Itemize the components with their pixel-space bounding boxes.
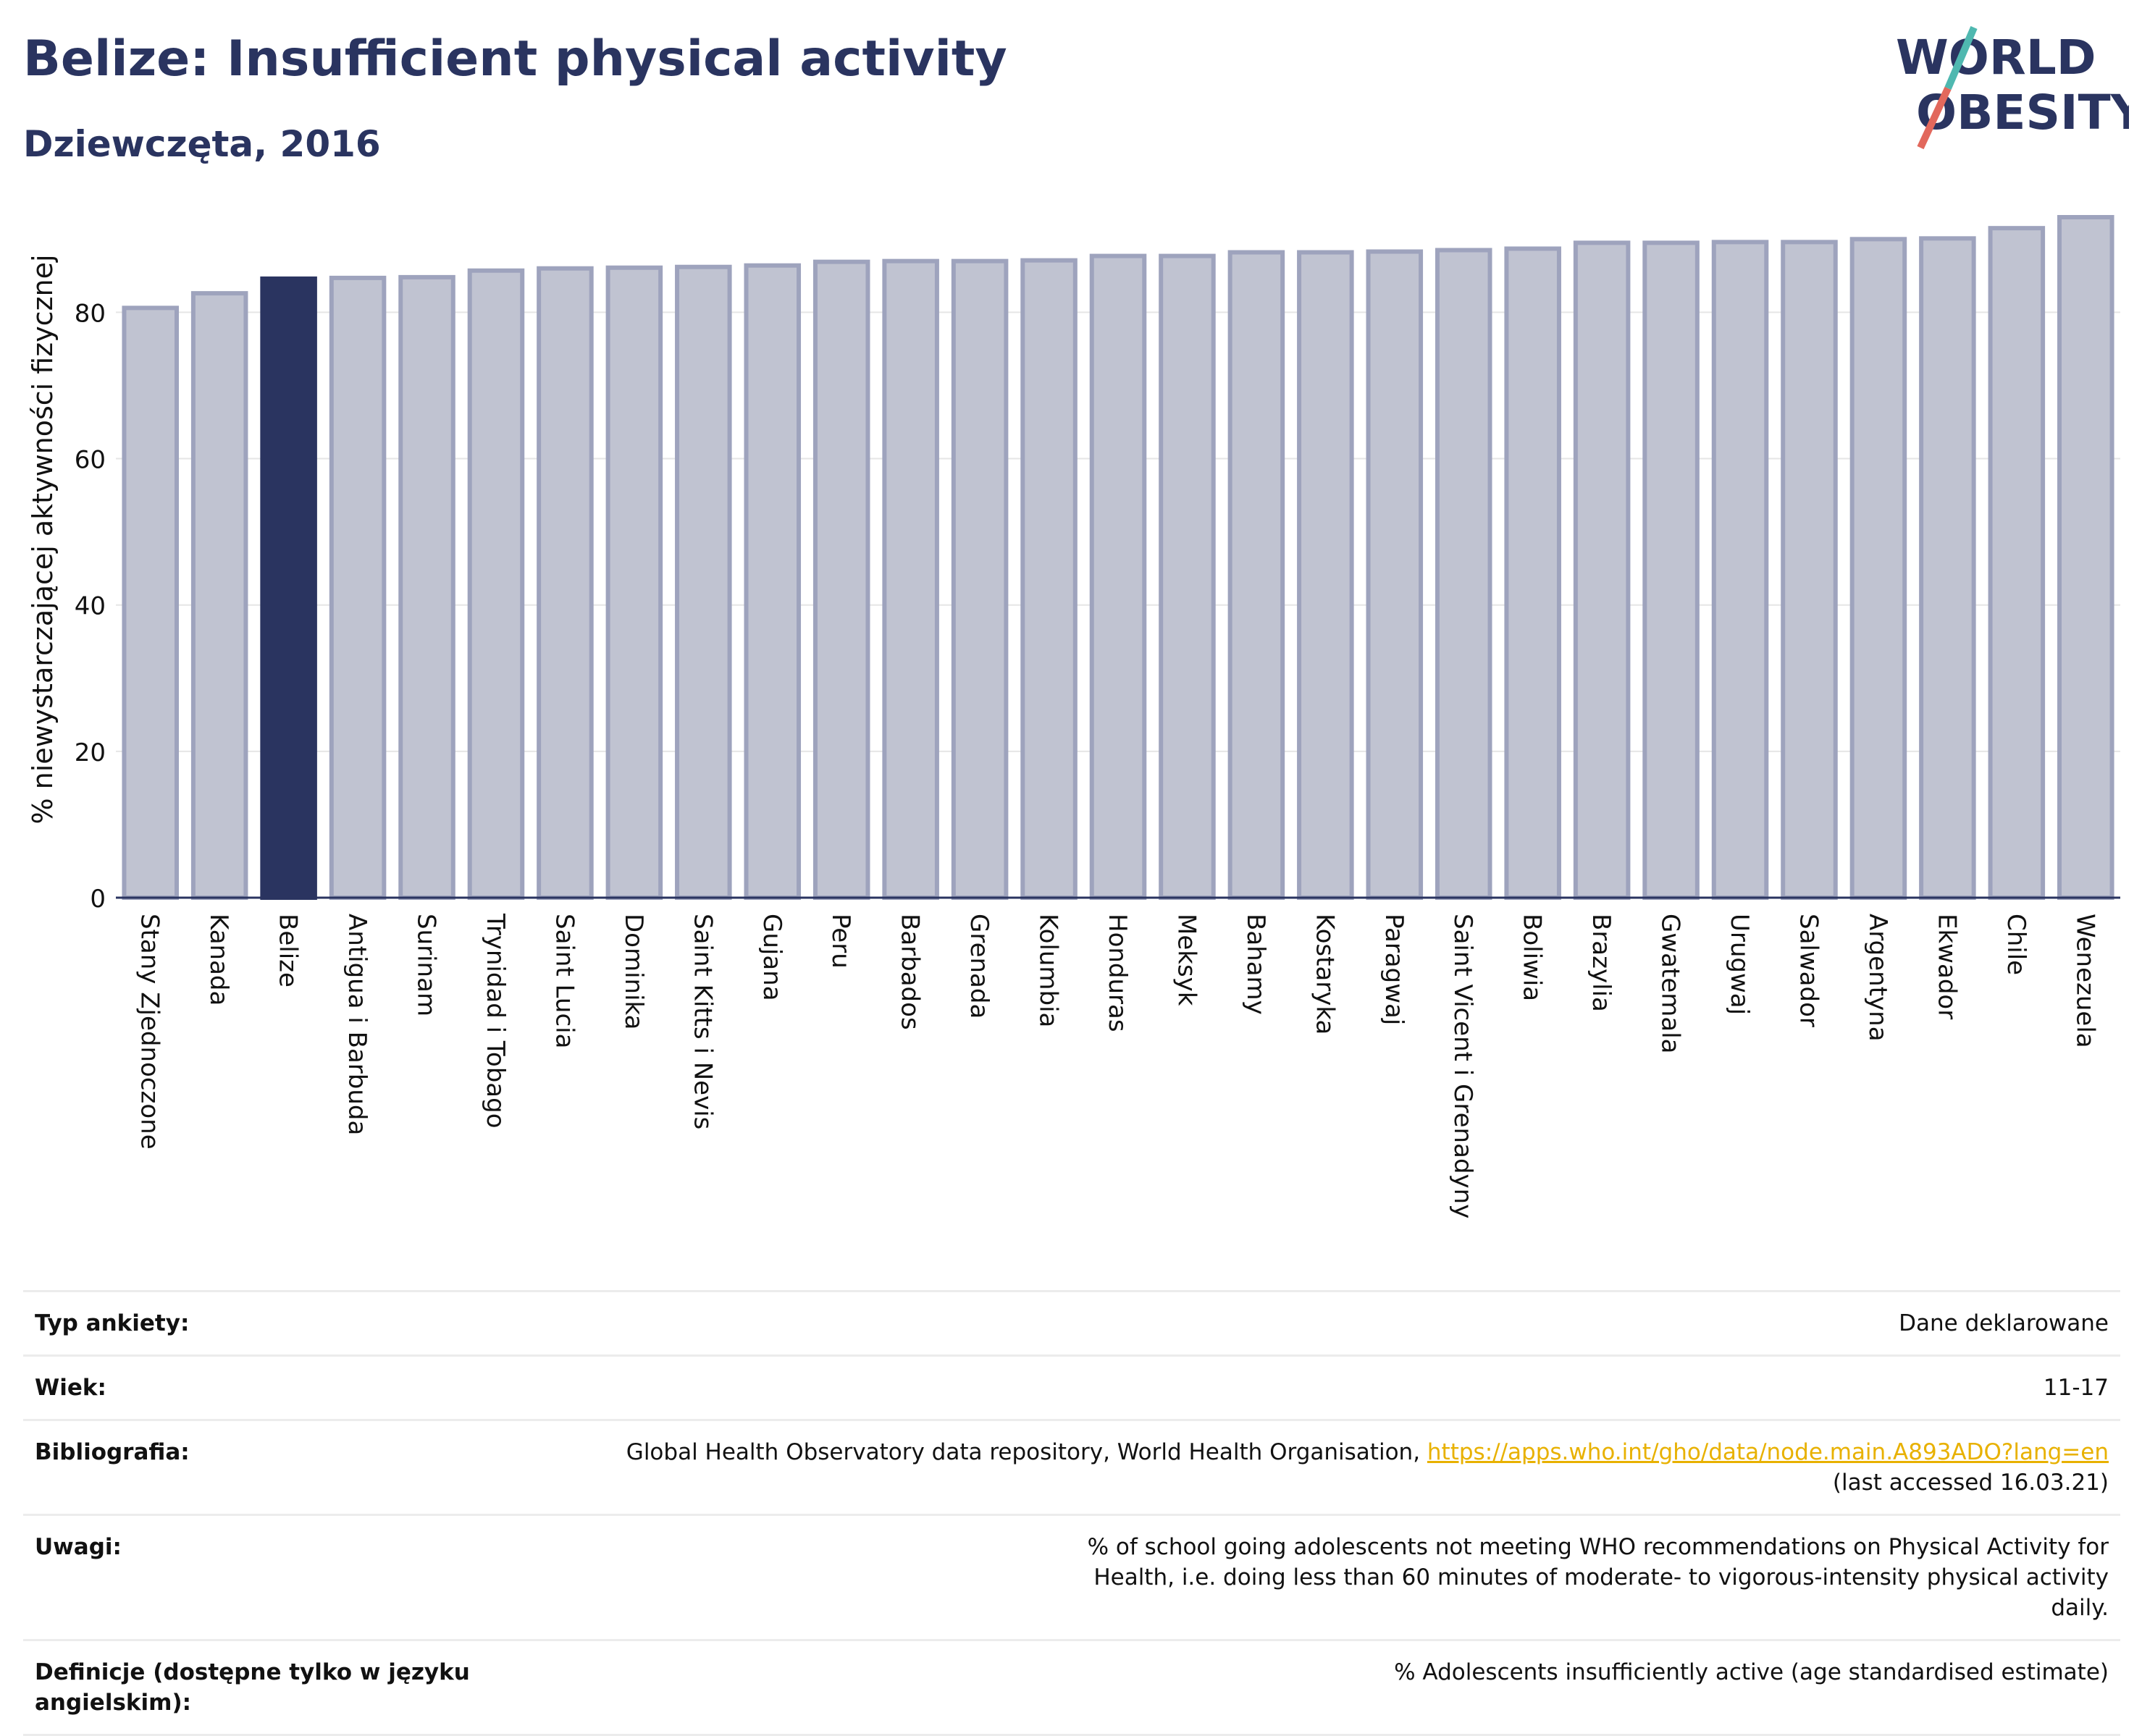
- logo-stroke-red: [1917, 86, 1952, 150]
- meta-label: Wiek:: [35, 1375, 106, 1401]
- meta-value: Global Health Observatory data repositor…: [484, 1437, 2109, 1498]
- x-tick-label: Dominika: [619, 914, 648, 1029]
- x-tick-label: Antigua i Barbuda: [343, 914, 371, 1135]
- y-tick-label: 60: [75, 446, 106, 475]
- meta-row-definitions: Definicje (dostępne tylko w języku angie…: [23, 1639, 2120, 1736]
- x-tick-label: Boliwia: [1518, 914, 1547, 1001]
- x-tick-label: Gwatemala: [1656, 914, 1685, 1053]
- logo-line2: OBESITY: [1916, 85, 2129, 140]
- x-tick-label: Bahamy: [1241, 914, 1270, 1015]
- meta-label: Uwagi:: [35, 1534, 122, 1560]
- bar-chart: 0 20 40 60 80 Stany Zjednoczone Kanada Belize An…: [27, 215, 2120, 1218]
- bar-surinam: [398, 274, 455, 900]
- logo-line1: WORLD: [1896, 30, 2096, 85]
- x-tick-label: Belize: [274, 914, 303, 987]
- x-tick-label: Grenada: [965, 914, 994, 1019]
- bar-urugwaj: [1711, 240, 1769, 900]
- bar-kanada: [190, 291, 248, 900]
- bibliography-text: Global Health Observatory data repositor…: [626, 1439, 1427, 1465]
- bar-kolumbia: [1020, 258, 1078, 900]
- bar-honduras: [1089, 253, 1147, 900]
- bar-chile: [1988, 226, 2046, 900]
- tick-labels: 0 20 40 60 80 Stany Zjednoczone Kanada Belize An…: [75, 299, 2100, 1218]
- x-tick-label: Paragwaj: [1379, 914, 1408, 1025]
- meta-row-notes: Uwagi: % of school going adolescents not…: [23, 1514, 2120, 1639]
- meta-label: Definicje (dostępne tylko w języku angie…: [35, 1659, 470, 1716]
- x-tick-label: Kolumbia: [1034, 914, 1063, 1027]
- x-tick-label: Saint Lucia: [550, 914, 579, 1048]
- y-axis-label: % niewystarczającej aktywności fizycznej: [27, 254, 59, 824]
- x-tick-label: Saint Vicent i Grenadyny: [1448, 914, 1477, 1218]
- x-tick-label: Stany Zjednoczone: [135, 914, 164, 1150]
- bar-wenezuela: [2057, 215, 2114, 900]
- x-tick-label: Kostaryka: [1310, 914, 1339, 1035]
- chart-subtitle: Dziewczęta, 2016: [23, 123, 381, 165]
- x-tick-label: Kanada: [204, 914, 233, 1006]
- meta-label: Typ ankiety:: [35, 1310, 190, 1336]
- x-tick-label: Trynidad i Tobago: [481, 913, 510, 1129]
- bar-saint-lucia: [537, 266, 594, 900]
- meta-row-age: Wiek: 11-17: [23, 1354, 2120, 1419]
- x-tick-label: Ekwador: [1932, 914, 1961, 1019]
- meta-row-survey-type: Typ ankiety: Dane deklarowane: [23, 1290, 2120, 1354]
- meta-value: 11-17: [2043, 1375, 2109, 1401]
- y-tick-label: 0: [90, 885, 106, 914]
- meta-row-bibliography: Bibliografia: Global Health Observatory …: [23, 1419, 2120, 1514]
- x-tick-label: Saint Kitts i Nevis: [688, 914, 717, 1129]
- bar-boliwia: [1504, 246, 1561, 901]
- x-tick-label: Peru: [826, 914, 855, 969]
- y-tick-label: 20: [75, 738, 106, 767]
- x-tick-label: Barbados: [896, 914, 925, 1030]
- y-tick-label: 80: [75, 299, 106, 328]
- bar-brazylia: [1573, 240, 1631, 900]
- bar-trynidad-i-tobago: [467, 268, 525, 900]
- x-tick-label: Surinam: [412, 914, 441, 1016]
- bar-salwador: [1781, 240, 1838, 900]
- bar-meksyk: [1159, 253, 1216, 900]
- x-tick-label: Meksyk: [1172, 914, 1201, 1006]
- meta-value: % Adolescents insufficiently active (age…: [1394, 1659, 2109, 1685]
- world-obesity-logo: WORLD OBESITY: [1896, 26, 2129, 150]
- meta-label: Bibliografia:: [35, 1439, 190, 1465]
- bar-bahamy: [1227, 250, 1285, 901]
- bibliography-link[interactable]: https://apps.who.int/gho/data/node.main.…: [1427, 1439, 2109, 1465]
- bar-argentyna: [1849, 237, 1907, 900]
- x-tick-label: Chile: [2002, 914, 2030, 975]
- bar-belize: [260, 276, 317, 901]
- bars: [122, 215, 2114, 901]
- x-tick-label: Gujana: [757, 914, 786, 1001]
- x-tick-label: Wenezuela: [2070, 914, 2099, 1048]
- bar-saint-kitts-i-nevis: [675, 264, 732, 900]
- meta-value: % of school going adolescents not meetin…: [1087, 1534, 2109, 1621]
- bar-barbados: [882, 258, 939, 901]
- bar-antigua-i-barbuda: [329, 275, 387, 901]
- chart-title: Belize: Insufficient physical activity: [23, 30, 1007, 88]
- x-tick-label: Argentyna: [1863, 914, 1892, 1042]
- bar-stany-zjednoczone: [122, 306, 179, 901]
- bar-dominika: [605, 265, 663, 900]
- bar-peru: [812, 259, 870, 901]
- x-tick-label: Salwador: [1794, 914, 1823, 1027]
- meta-value: Dane deklarowane: [1899, 1310, 2109, 1336]
- logo-stroke-teal: [1944, 26, 1978, 90]
- metadata-table: Typ ankiety: Dane deklarowane Wiek: 11-1…: [23, 1290, 2120, 1736]
- bar-saint-vicent-i-grenadyny: [1435, 248, 1492, 900]
- bar-paragwaj: [1366, 249, 1424, 900]
- bar-gwatemala: [1642, 240, 1700, 900]
- x-tick-label: Urugwaj: [1725, 914, 1754, 1015]
- bar-kostaryka: [1297, 250, 1354, 901]
- bibliography-accessed: (last accessed 16.03.21): [1832, 1470, 2109, 1496]
- y-tick-label: 40: [75, 592, 106, 621]
- x-tick-label: Honduras: [1103, 914, 1132, 1032]
- bar-grenada: [951, 258, 1009, 901]
- bar-ekwador: [1919, 236, 1976, 900]
- bar-gujana: [744, 263, 802, 901]
- x-tick-label: Brazylia: [1587, 914, 1616, 1012]
